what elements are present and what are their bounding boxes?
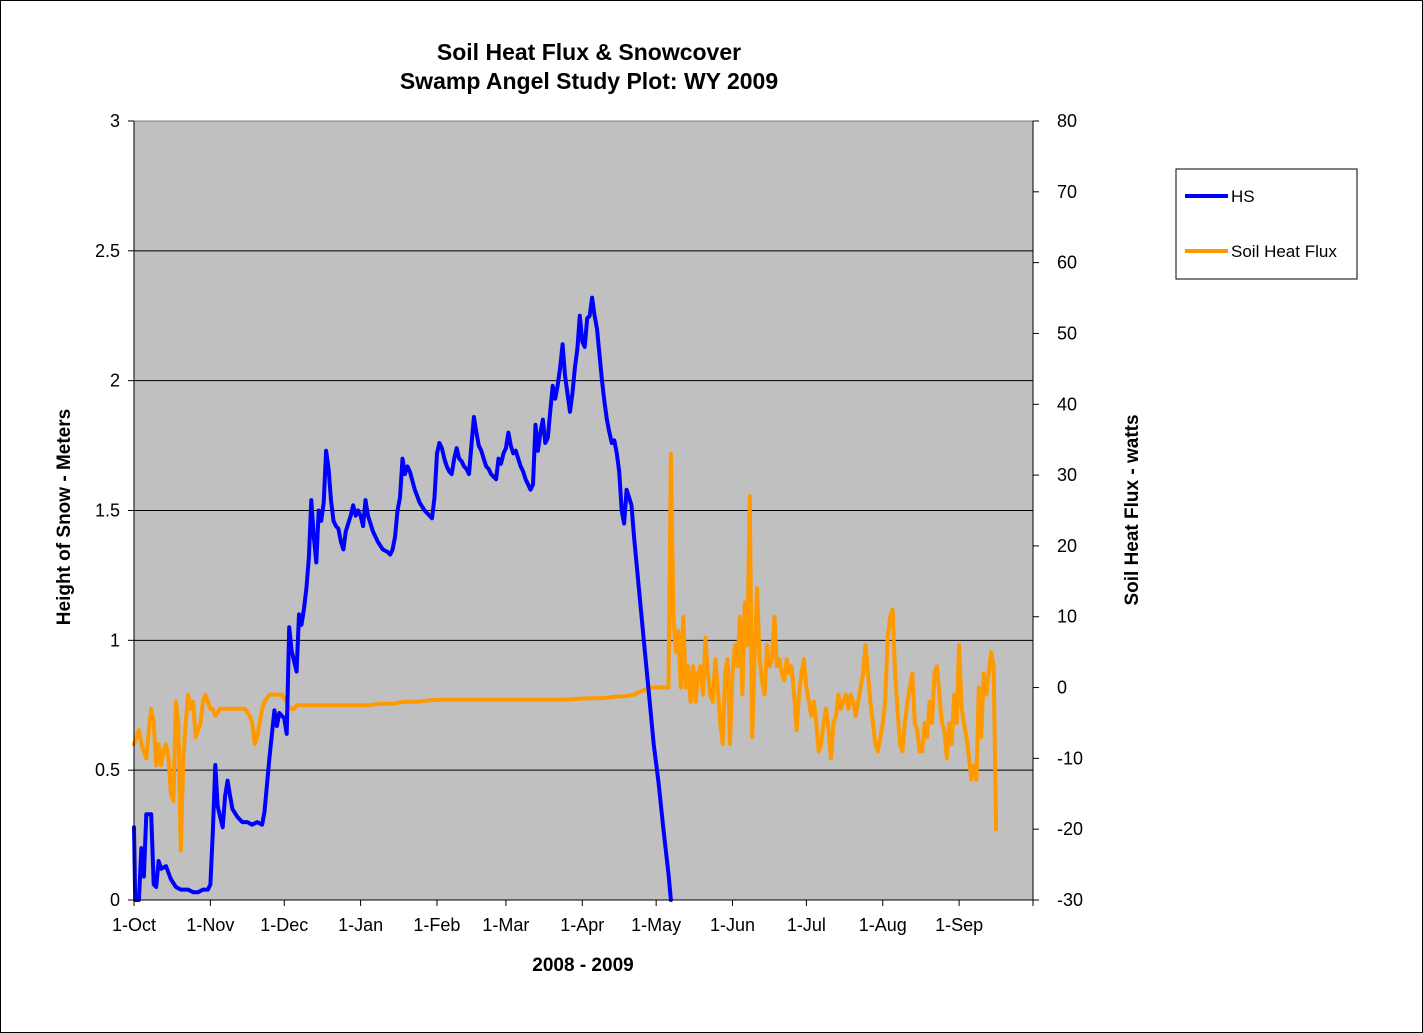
x-tick-label: 1-Aug (859, 915, 907, 935)
right-tick-label: 20 (1057, 536, 1077, 556)
legend: HS Soil Heat Flux (1175, 168, 1358, 280)
series-line-hs (132, 295, 673, 902)
x-tick-label: 1-Feb (413, 915, 460, 935)
x-tick-label: 1-Apr (560, 915, 604, 935)
right-tick-label: 0 (1057, 678, 1067, 698)
legend-label-soil-heat-flux: Soil Heat Flux (1231, 242, 1337, 261)
x-tick-label: 1-Dec (260, 915, 308, 935)
chart-title: Soil Heat Flux & Snowcover (437, 39, 741, 65)
right-tick-label: -10 (1057, 748, 1083, 768)
right-tick-label: 40 (1057, 394, 1077, 414)
x-tick-label: 1-May (631, 915, 681, 935)
x-tick-label: 1-Mar (482, 915, 529, 935)
left-tick-label: 2 (110, 371, 120, 391)
series-line-soil-heat-flux (132, 451, 999, 853)
x-tick-label: 1-Oct (112, 915, 156, 935)
x-tick-label: 1-Sep (935, 915, 983, 935)
right-tick-label: -30 (1057, 890, 1083, 910)
x-axis-ticks: 1-Oct 1-Nov 1-Dec 1-Jan 1-Feb 1-Mar 1-Apr 1-May… (112, 900, 1034, 935)
legend-box (1175, 168, 1358, 280)
right-axis-label: Soil Heat Flux - watts (1122, 414, 1143, 605)
right-tick-label: -20 (1057, 819, 1083, 839)
left-tick-label: 2.5 (95, 241, 120, 261)
right-tick-label: 10 (1057, 607, 1077, 627)
right-tick-label: 70 (1057, 182, 1077, 202)
left-axis-label: Height of Snow - Meters (54, 409, 75, 625)
left-tick-label: 1.5 (95, 501, 120, 521)
chart-subtitle: Swamp Angel Study Plot: WY 2009 (400, 68, 778, 94)
x-tick-label: 1-Jan (338, 915, 383, 935)
legend-label-hs: HS (1231, 187, 1255, 206)
right-tick-label: 80 (1057, 111, 1077, 131)
right-tick-label: 60 (1057, 253, 1077, 273)
x-axis-label: 2008 - 2009 (532, 955, 633, 976)
left-tick-label: 0.5 (95, 760, 120, 780)
x-tick-label: 1-Nov (186, 915, 234, 935)
right-tick-label: 30 (1057, 465, 1077, 485)
right-tick-label: 50 (1057, 323, 1077, 343)
x-tick-label: 1-Jun (710, 915, 755, 935)
left-tick-label: 1 (110, 630, 120, 650)
right-axis-ticks: -30 -20 -10 0 10 20 30 40 50 60 70 80 (1033, 111, 1083, 910)
left-axis-ticks: 0 0.5 1 1.5 2 2.5 3 (95, 111, 134, 910)
x-tick-label: 1-Jul (787, 915, 826, 935)
series-lines (132, 295, 999, 902)
left-tick-label: 3 (110, 111, 120, 131)
left-tick-label: 0 (110, 890, 120, 910)
